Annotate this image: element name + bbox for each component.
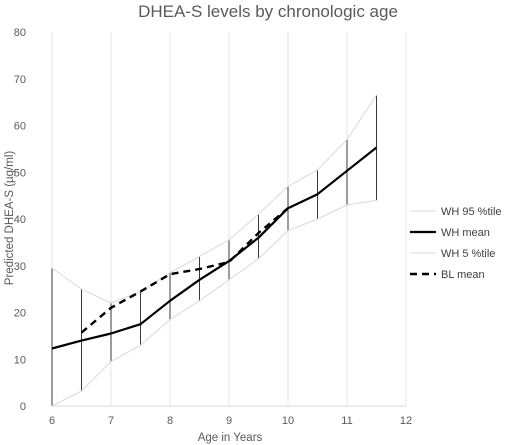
y-tick-label: 0 [20, 401, 26, 413]
x-tick-label: 11 [341, 415, 352, 427]
legend-label: WH 5 %tile [441, 248, 495, 260]
x-tick-label: 6 [49, 415, 55, 427]
legend: WH 95 %tile WH mean WH 5 %tile BL mean [410, 206, 502, 281]
gridlines [51, 32, 407, 406]
tick-labels: 6 7 8 9 10 11 12 0 10 20 30 40 50 60 70 80 [14, 27, 412, 427]
series-line-wh-mean [51, 146, 378, 350]
y-tick-label: 70 [14, 74, 26, 86]
error-bars [51, 95, 377, 406]
y-tick-label: 30 [14, 261, 26, 273]
y-tick-label: 80 [14, 27, 26, 39]
x-tick-label: 12 [400, 415, 412, 427]
legend-label: WH 95 %tile [441, 206, 502, 218]
y-tick-label: 50 [14, 167, 26, 179]
series-line-wh-5-tile [51, 199, 377, 407]
series-group [51, 94, 378, 407]
x-tick-label: 9 [226, 415, 232, 427]
x-axis-label: Age in Years [198, 432, 263, 444]
x-tick-label: 10 [282, 415, 294, 427]
chart-title: DHEA-S levels by chronologic age [138, 2, 398, 21]
series-line-bl-mean [80, 207, 289, 334]
y-axis-label: Predicted DHEA-S (µg/ml) [4, 151, 16, 286]
y-tick-label: 20 [14, 308, 26, 320]
y-tick-label: 40 [14, 214, 26, 226]
y-tick-label: 10 [14, 354, 26, 366]
legend-label: BL mean [441, 269, 485, 281]
series-line-wh-95-tile [51, 94, 377, 304]
x-tick-label: 7 [108, 415, 114, 427]
y-tick-label: 60 [14, 121, 26, 133]
legend-label: WH mean [441, 227, 490, 239]
x-tick-label: 8 [167, 415, 173, 427]
